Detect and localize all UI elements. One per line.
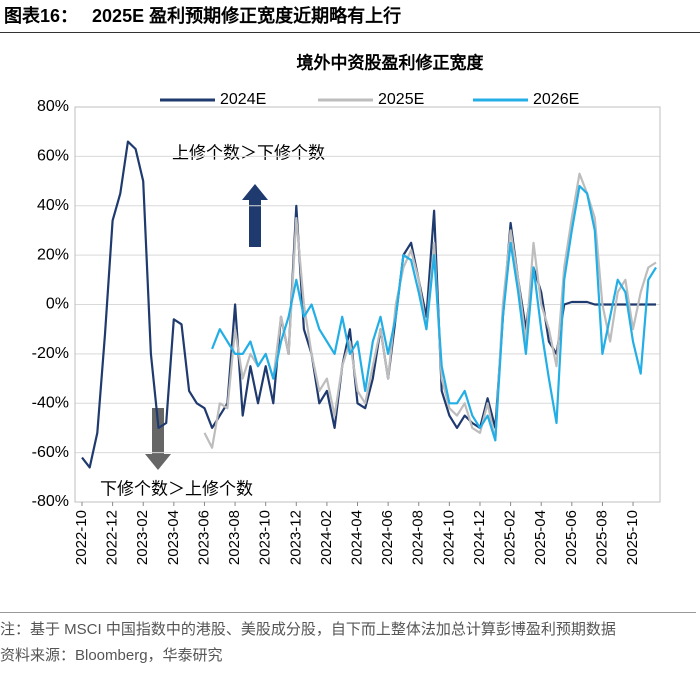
y-tick-label: 80% [37,98,69,115]
x-tick-label: 2024-06 [379,510,396,565]
x-tick-label: 2023-08 [226,510,243,565]
up-arrow [242,184,268,247]
x-tick-label: 2024-02 [318,510,335,565]
x-tick-label: 2023-04 [165,510,182,565]
header-title: 2025E 盈利预期修正宽度近期略有上行 [92,6,402,26]
y-tick-label: 0% [46,296,69,313]
footer-source: 资料来源：Bloomberg，华泰研究 [0,647,223,664]
footer-note: 注：基于 MSCI 中国指数中的港股、美股成分股，自下而上整体法加总计算彭博盈利… [0,621,616,638]
y-tick-label: -20% [32,345,69,362]
plot-frame [74,106,661,503]
y-tick-label: 20% [37,246,69,263]
y-tick-label: 60% [37,148,69,165]
annotation: 上修个数＞下修个数 [172,143,325,162]
x-tick-label: 2025-10 [624,510,641,565]
footer: 注：基于 MSCI 中国指数中的港股、美股成分股，自下而上整体法加总计算彭博盈利… [0,612,696,669]
x-tick-label: 2024-04 [348,510,365,565]
y-tick-label: -40% [32,394,69,411]
legend-label: 2025E [378,91,424,108]
x-tick-label: 2025-06 [563,510,580,565]
x-tick-label: 2025-02 [502,510,519,565]
x-tick-label: 2025-04 [532,510,549,565]
x-tick-label: 2024-12 [471,510,488,565]
series-line [203,172,657,449]
y-tick-label: -80% [32,493,69,510]
y-tick-label: -60% [32,444,69,461]
x-tick-label: 2024-08 [410,510,427,565]
annotation: 下修个数＞上修个数 [100,479,253,498]
chart: 境外中资股盈利修正宽度 上修个数＞下修个数 下修个数＞上修个数 -80% -60%… [32,52,661,565]
x-tick-label: 2023-06 [195,510,212,565]
series-line [211,184,657,442]
x-tick-label: 2022-10 [73,510,90,565]
y-tick-label: 40% [37,197,69,214]
legend-label: 2024E [220,91,266,108]
down-arrow [145,408,171,470]
x-tick-label: 2022-12 [104,510,121,565]
x-tick-label: 2025-08 [593,510,610,565]
header: 图表16： 2025E 盈利预期修正宽度近期略有上行 [0,0,700,33]
x-tick-label: 2024-10 [440,510,457,565]
x-tick-label: 2023-10 [257,510,274,565]
x-tick-label: 2023-02 [134,510,151,565]
legend-label: 2026E [533,91,579,108]
chart-title: 境外中资股盈利修正宽度 [297,52,485,72]
x-tick-label: 2023-12 [287,510,304,565]
header-label: 图表16： [4,6,79,26]
